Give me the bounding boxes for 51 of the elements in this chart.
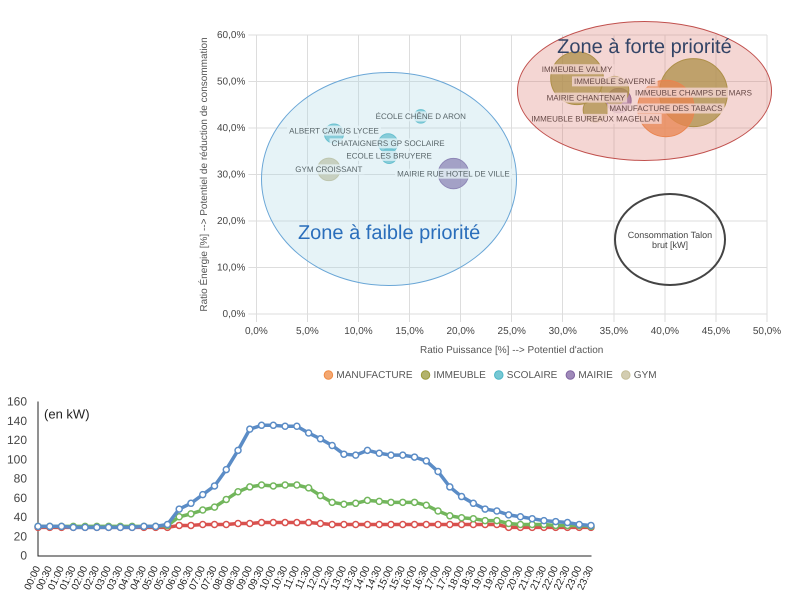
y-axis-title: Ratio Énergie [%] --> Potentiel de réduction de consommation — [198, 37, 210, 312]
annotation: ÉCOLE CHÊNE D ARON — [376, 112, 466, 122]
x-tick-label: 50,0% — [752, 326, 782, 337]
annotation: IMMEUBLE VALMY — [542, 64, 613, 74]
annotation: Zone à faible priorité — [298, 222, 480, 246]
annotation: ECOLE LES BRUYERE — [346, 152, 432, 161]
annotation: Zone à forte priorité — [557, 35, 732, 60]
annotation: GYM CROISSANT — [295, 165, 363, 174]
y-tick-label: 10,0% — [216, 262, 246, 274]
annotation: Consommation Talon brut [kW] — [626, 228, 714, 252]
x-tick-label: 25,0% — [498, 326, 526, 337]
y-tick-label: 0 — [20, 548, 28, 563]
y-tick-label: 0,0% — [222, 308, 246, 320]
annotation: MAIRIE RUE HOTEL DE VILLE — [397, 169, 510, 178]
annotation: MANUFACTURE DES TABACS — [609, 104, 722, 114]
annotation: ALBERT CAMUS LYCEE — [289, 126, 379, 136]
size-legend-circle: Consommation Talon brut [kW] — [614, 193, 726, 286]
y-tick-label: 20,0% — [216, 216, 246, 227]
annotation: MAIRIE CHANTENAY — [546, 93, 626, 102]
y-tick-label: 40 — [14, 510, 28, 524]
y-tick-label: 100 — [6, 452, 28, 466]
x-tick-label: 45,0% — [702, 326, 730, 337]
x-tick-label: 30,0% — [548, 326, 578, 337]
annotation: IMMEUBLE BUREAUX MAGELLAN — [531, 114, 660, 124]
y-tick-label: 160 — [6, 394, 28, 409]
y-tick-label: 30,0% — [216, 169, 246, 180]
legend-label: MANUFACTURE — [336, 370, 413, 381]
annotation: IMMEUBLE CHAMPS DE MARS — [635, 88, 752, 98]
x-tick-label: 0,0% — [244, 326, 268, 337]
y-axis-title: (en kW) — [44, 406, 90, 422]
x-axis-title: Ratio Puissance [%] --> Potentiel d'action — [420, 344, 604, 356]
x-tick-label: 20,0% — [446, 326, 475, 337]
y-tick-label: 60,0% — [216, 30, 246, 41]
x-tick-label: 35,0% — [600, 326, 628, 337]
legend-label: MAIRIE — [578, 370, 614, 381]
x-tick-label: 40,0% — [650, 326, 680, 337]
x-tick-label: 10,0% — [344, 326, 373, 337]
legend-label: GYM — [634, 370, 657, 381]
y-tick-label: 40,0% — [216, 122, 246, 134]
legend-label: IMMEUBLE — [434, 370, 486, 381]
y-tick-label: 120 — [6, 433, 28, 448]
y-tick-label: 60 — [14, 490, 28, 505]
x-tick-label: 5,0% — [296, 326, 319, 337]
legend-label: SCOLAIRE — [506, 370, 558, 381]
annotation: IMMEUBLE SAVERNE — [574, 77, 656, 86]
annotation: CHATAIGNERS GP SOCLAIRE — [332, 139, 445, 148]
y-tick-label: 50,0% — [216, 76, 246, 88]
x-tick-label: 15,0% — [395, 326, 424, 337]
y-tick-label: 140 — [6, 414, 28, 428]
y-tick-label: 80 — [14, 472, 28, 486]
y-tick-label: 20 — [14, 529, 28, 544]
